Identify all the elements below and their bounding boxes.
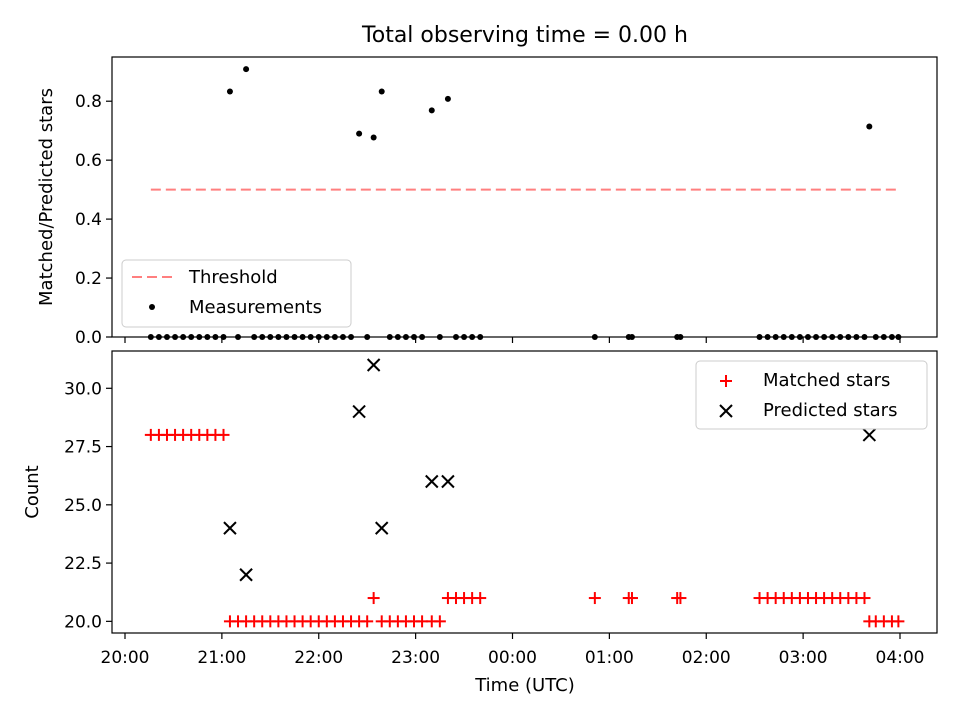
legend-measurements-swatch	[149, 304, 155, 310]
bottom-y-tick-label: 30.0	[64, 379, 102, 399]
top-y-tick-label: 0.2	[75, 269, 102, 289]
top-y-ticks: 0.0 0.2 0.4 0.6 0.8	[75, 92, 901, 348]
legend-threshold-label: Threshold	[188, 267, 278, 288]
bottom-y-tick-label: 20.0	[64, 612, 102, 632]
x-tick-label: 03:00	[779, 648, 828, 668]
legend-measurements-label: Measurements	[189, 297, 322, 318]
matched-star-marker	[674, 592, 687, 605]
measurement-point	[444, 95, 451, 102]
x-tick-label: 01:00	[585, 648, 634, 668]
bottom-y-axis-label: Count	[22, 465, 43, 518]
matched-star-marker	[588, 592, 601, 605]
bottom-y-ticks: 20.0 22.5 25.0 27.5 30.0	[64, 379, 112, 632]
top-legend-box	[121, 259, 352, 328]
x-tick-label: 00:00	[488, 648, 537, 668]
predicted-star-marker	[366, 358, 381, 372]
top-legend: Threshold Measurements	[121, 259, 352, 328]
bottom-legend: Matched stars Predicted stars	[695, 360, 928, 430]
top-y-tick-label: 0.4	[75, 210, 102, 230]
measurement-point	[356, 130, 363, 137]
bottom-legend-box	[695, 360, 928, 430]
measurement-point	[243, 66, 250, 73]
x-tick-label: 21:00	[197, 648, 246, 668]
bottom-y-tick-label: 25.0	[64, 496, 102, 516]
bottom-y-tick-label: 27.5	[64, 438, 102, 458]
measurement-point	[226, 88, 233, 95]
measurement-point	[866, 123, 873, 130]
measurement-point	[370, 134, 377, 141]
legend-predicted-label: Predicted stars	[763, 400, 897, 421]
predicted-star-marker	[375, 521, 389, 535]
x-tick-label: 20:00	[101, 648, 150, 668]
predicted-star-marker	[425, 474, 439, 489]
top-axes-frame	[111, 56, 938, 338]
matched-star-marker	[625, 592, 638, 605]
measurement-point	[428, 107, 435, 114]
predicted-star-marker	[223, 521, 237, 535]
bottom-panel: 20.0 22.5 25.0 27.5 30.0 Count 20:00 21:00 22:…	[22, 350, 938, 696]
legend-matched-label: Matched stars	[763, 370, 890, 391]
x-tick-label: 02:00	[682, 648, 731, 668]
chart-title: Total observing time = 0.00 h	[361, 23, 688, 48]
predicted-star-marker	[352, 404, 366, 419]
bottom-y-tick-label: 22.5	[64, 554, 102, 574]
matched-star-marker	[892, 615, 905, 628]
x-axis-label: Time (UTC)	[474, 675, 575, 696]
predicted-star-marker	[862, 428, 877, 442]
measurement-point	[378, 88, 385, 95]
top-y-tick-label: 0.8	[75, 92, 102, 112]
top-y-axis-label: Matched/Predicted stars	[36, 88, 57, 306]
matched-star-marker	[858, 592, 871, 605]
predicted-star-marker	[441, 474, 455, 489]
x-tick-label: 22:00	[294, 648, 343, 668]
matched-star-marker	[433, 615, 446, 628]
count-points	[144, 358, 905, 628]
top-panel: 0.00.20.40.60.8 Matched/Predicted stars …	[36, 56, 938, 348]
x-tick-label: 23:00	[391, 648, 440, 668]
top-y-tick-label: 0.0	[75, 328, 102, 348]
matched-star-marker	[474, 592, 487, 605]
predicted-star-marker	[239, 568, 253, 582]
bottom-axes-frame	[111, 350, 938, 634]
top-y-tick-label: 0.6	[75, 151, 102, 171]
matched-star-marker	[361, 615, 374, 628]
x-axis-ticks: 20:00 21:00 22:00 23:00 00:00 01:00 02:00 03:00…	[101, 633, 925, 668]
matched-star-marker	[367, 592, 380, 605]
legend-predicted-swatch	[719, 404, 733, 418]
x-tick-label: 04:00	[876, 648, 925, 668]
legend-matched-swatch	[720, 375, 732, 387]
matched-star-marker	[217, 428, 230, 441]
